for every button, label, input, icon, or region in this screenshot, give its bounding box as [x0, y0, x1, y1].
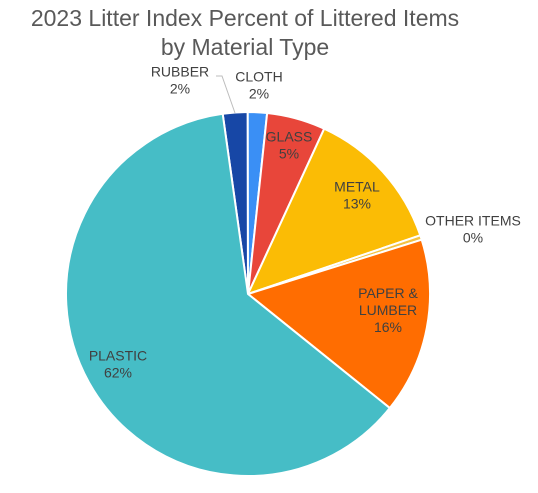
- leader-line-rubber: [216, 75, 236, 114]
- slice-label-name-other-items: OTHER ITEMS: [425, 213, 521, 229]
- slice-label-percent-cloth: 2%: [249, 86, 269, 102]
- slice-label-percent-rubber: 2%: [170, 81, 190, 97]
- slice-label-percent-paper-and-lumber: 16%: [374, 319, 402, 335]
- slice-label-name-glass: GLASS: [266, 129, 313, 145]
- pie-slice-plastic: [65, 112, 391, 477]
- slice-label-percent-plastic: 62%: [104, 365, 132, 381]
- slice-label-percent-metal: 13%: [343, 196, 371, 212]
- slice-label-name-cloth: CLOTH: [235, 69, 282, 85]
- slice-label-name-paper-and-lumber: PAPER &: [358, 285, 418, 301]
- slice-label-name-rubber: RUBBER: [151, 64, 209, 80]
- pie-slice-paper-and-lumber: [247, 238, 431, 410]
- chart-title-line-2: by Material Type: [160, 34, 330, 60]
- slice-label-percent-other-items: 0%: [463, 230, 483, 246]
- slice-label-name-metal: METAL: [334, 179, 380, 195]
- pie-slice-metal: [247, 127, 422, 295]
- slice-label-name-plastic: PLASTIC: [89, 348, 147, 364]
- slice-label-percent-glass: 5%: [279, 146, 299, 162]
- chart-title-line-1: 2023 Litter Index Percent of Littered It…: [30, 5, 460, 31]
- chart-title: 2023 Litter Index Percent of Littered It…: [0, 4, 490, 62]
- slice-label-name-paper-and-lumber: LUMBER: [359, 302, 417, 318]
